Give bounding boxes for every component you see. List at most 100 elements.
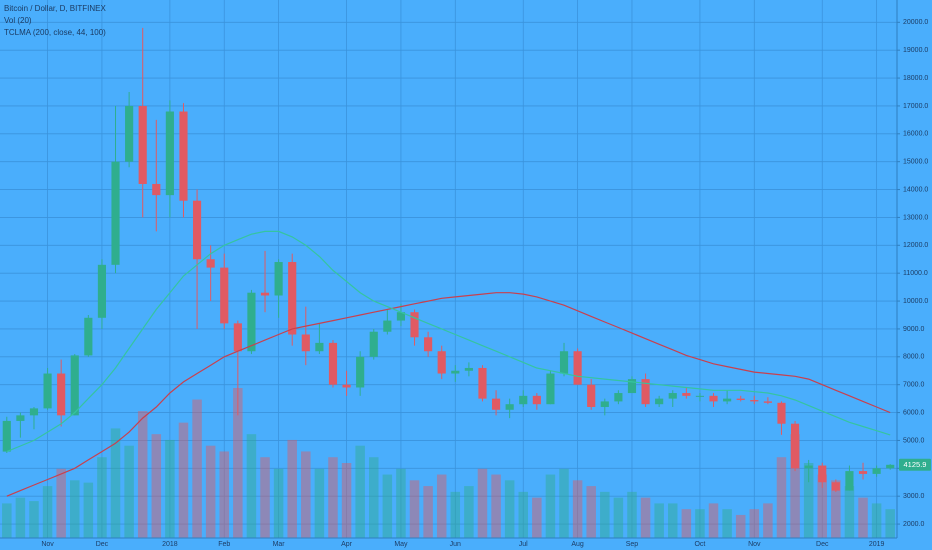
volume-bar xyxy=(192,399,202,538)
x-tick-label: Mar xyxy=(273,541,286,548)
volume-bar xyxy=(831,480,841,538)
candle-body xyxy=(138,105,147,184)
y-tick-label: 9000.0 xyxy=(903,326,925,333)
y-tick-label: 7000.0 xyxy=(903,382,925,389)
volume-bar xyxy=(368,457,379,538)
candle-body xyxy=(886,464,895,469)
y-tick-label: 15000.0 xyxy=(903,159,928,166)
y-tick-label: 19000.0 xyxy=(903,47,928,54)
candle-body xyxy=(546,373,555,405)
candle-body xyxy=(505,404,514,410)
volume-bar xyxy=(491,474,501,538)
candle-body xyxy=(301,334,310,352)
volume-bar xyxy=(423,486,433,538)
volume-bar xyxy=(844,486,855,538)
y-tick-label: 14000.0 xyxy=(903,186,928,193)
candle-body xyxy=(125,105,134,162)
x-tick-label: Feb xyxy=(218,541,230,548)
volume-bar xyxy=(42,486,53,538)
volume-bar xyxy=(545,474,556,538)
volume-bar xyxy=(205,445,216,538)
candle-body xyxy=(57,373,66,416)
volume-bar xyxy=(83,482,94,538)
volume-bar xyxy=(640,497,651,538)
candle-body xyxy=(206,259,215,268)
volume-bar xyxy=(165,439,175,538)
candle-body xyxy=(600,401,609,407)
y-tick-label: 10000.0 xyxy=(903,298,928,305)
candle-body xyxy=(220,267,229,324)
volume-bar xyxy=(97,457,107,538)
volume-bar xyxy=(56,468,66,538)
candle-body xyxy=(532,395,541,405)
candle-body xyxy=(315,342,324,352)
candle-body xyxy=(233,323,242,352)
y-tick-label: 12000.0 xyxy=(903,242,928,249)
volume-bar xyxy=(572,480,583,538)
candle-body xyxy=(396,312,406,321)
candle-body xyxy=(464,367,473,371)
y-tick-label: 13000.0 xyxy=(903,214,928,221)
candle-body xyxy=(777,402,786,424)
volume-bar xyxy=(436,474,447,538)
x-tick-label: May xyxy=(394,541,408,548)
candle-body xyxy=(84,317,93,356)
candle-body xyxy=(763,401,772,403)
volume-bar xyxy=(613,497,624,538)
x-tick-label: Jun xyxy=(450,541,461,548)
volume-bar xyxy=(219,451,230,538)
y-tick-label: 2000.0 xyxy=(903,521,925,528)
candle-body xyxy=(437,351,446,374)
moving-average-line xyxy=(6,292,891,497)
candle-body xyxy=(328,342,338,385)
volume-bar xyxy=(518,491,529,538)
candle-body xyxy=(818,465,827,483)
volume-bar xyxy=(600,491,610,538)
y-tick-label: 20000.0 xyxy=(903,19,928,26)
volume-bar xyxy=(871,503,882,538)
candle-body xyxy=(288,262,297,335)
candle-body xyxy=(369,331,378,357)
candle-body xyxy=(165,111,174,196)
volume-bar xyxy=(885,509,895,538)
candle-body xyxy=(655,398,664,405)
candle-body xyxy=(410,312,419,338)
volume-bar xyxy=(627,491,637,538)
volume-bar xyxy=(273,468,284,538)
candle-body xyxy=(2,420,11,452)
volume-bar xyxy=(504,480,515,538)
moving-average-line xyxy=(6,230,891,453)
candle-body xyxy=(383,320,392,332)
volume-bar xyxy=(858,497,868,538)
volume-bar xyxy=(396,468,406,538)
candle-body xyxy=(695,395,705,397)
candle-body xyxy=(342,384,351,388)
volume-bar xyxy=(124,445,134,538)
volume-bar xyxy=(450,491,461,538)
y-tick-label: 3000.0 xyxy=(903,493,925,500)
x-tick-label: 2018 xyxy=(162,541,178,548)
candle-body xyxy=(573,351,582,385)
candle-body xyxy=(478,367,487,399)
candle-body xyxy=(356,356,365,388)
volume-bar xyxy=(178,422,189,538)
volume-bar xyxy=(586,486,596,538)
volume-bar xyxy=(110,428,121,538)
x-tick-label: Sep xyxy=(626,541,639,548)
volume-bar xyxy=(708,503,719,538)
candle-body xyxy=(845,471,854,491)
indicator-label: TCLMA (200, close, 44, 100) xyxy=(4,28,106,37)
chart-title: Bitcoin / Dollar, D, BITFINEX xyxy=(4,4,106,13)
x-tick-label: Nov xyxy=(748,541,761,548)
volume-bar xyxy=(233,388,243,538)
candle-body xyxy=(97,264,107,318)
volume-bar xyxy=(15,497,26,538)
y-tick-label: 8000.0 xyxy=(903,354,925,361)
x-tick-label: Oct xyxy=(694,541,705,548)
candle-body xyxy=(274,262,283,296)
volume-bar xyxy=(667,503,678,538)
x-tick-label: Dec xyxy=(816,541,829,548)
volume-bar xyxy=(301,451,311,538)
